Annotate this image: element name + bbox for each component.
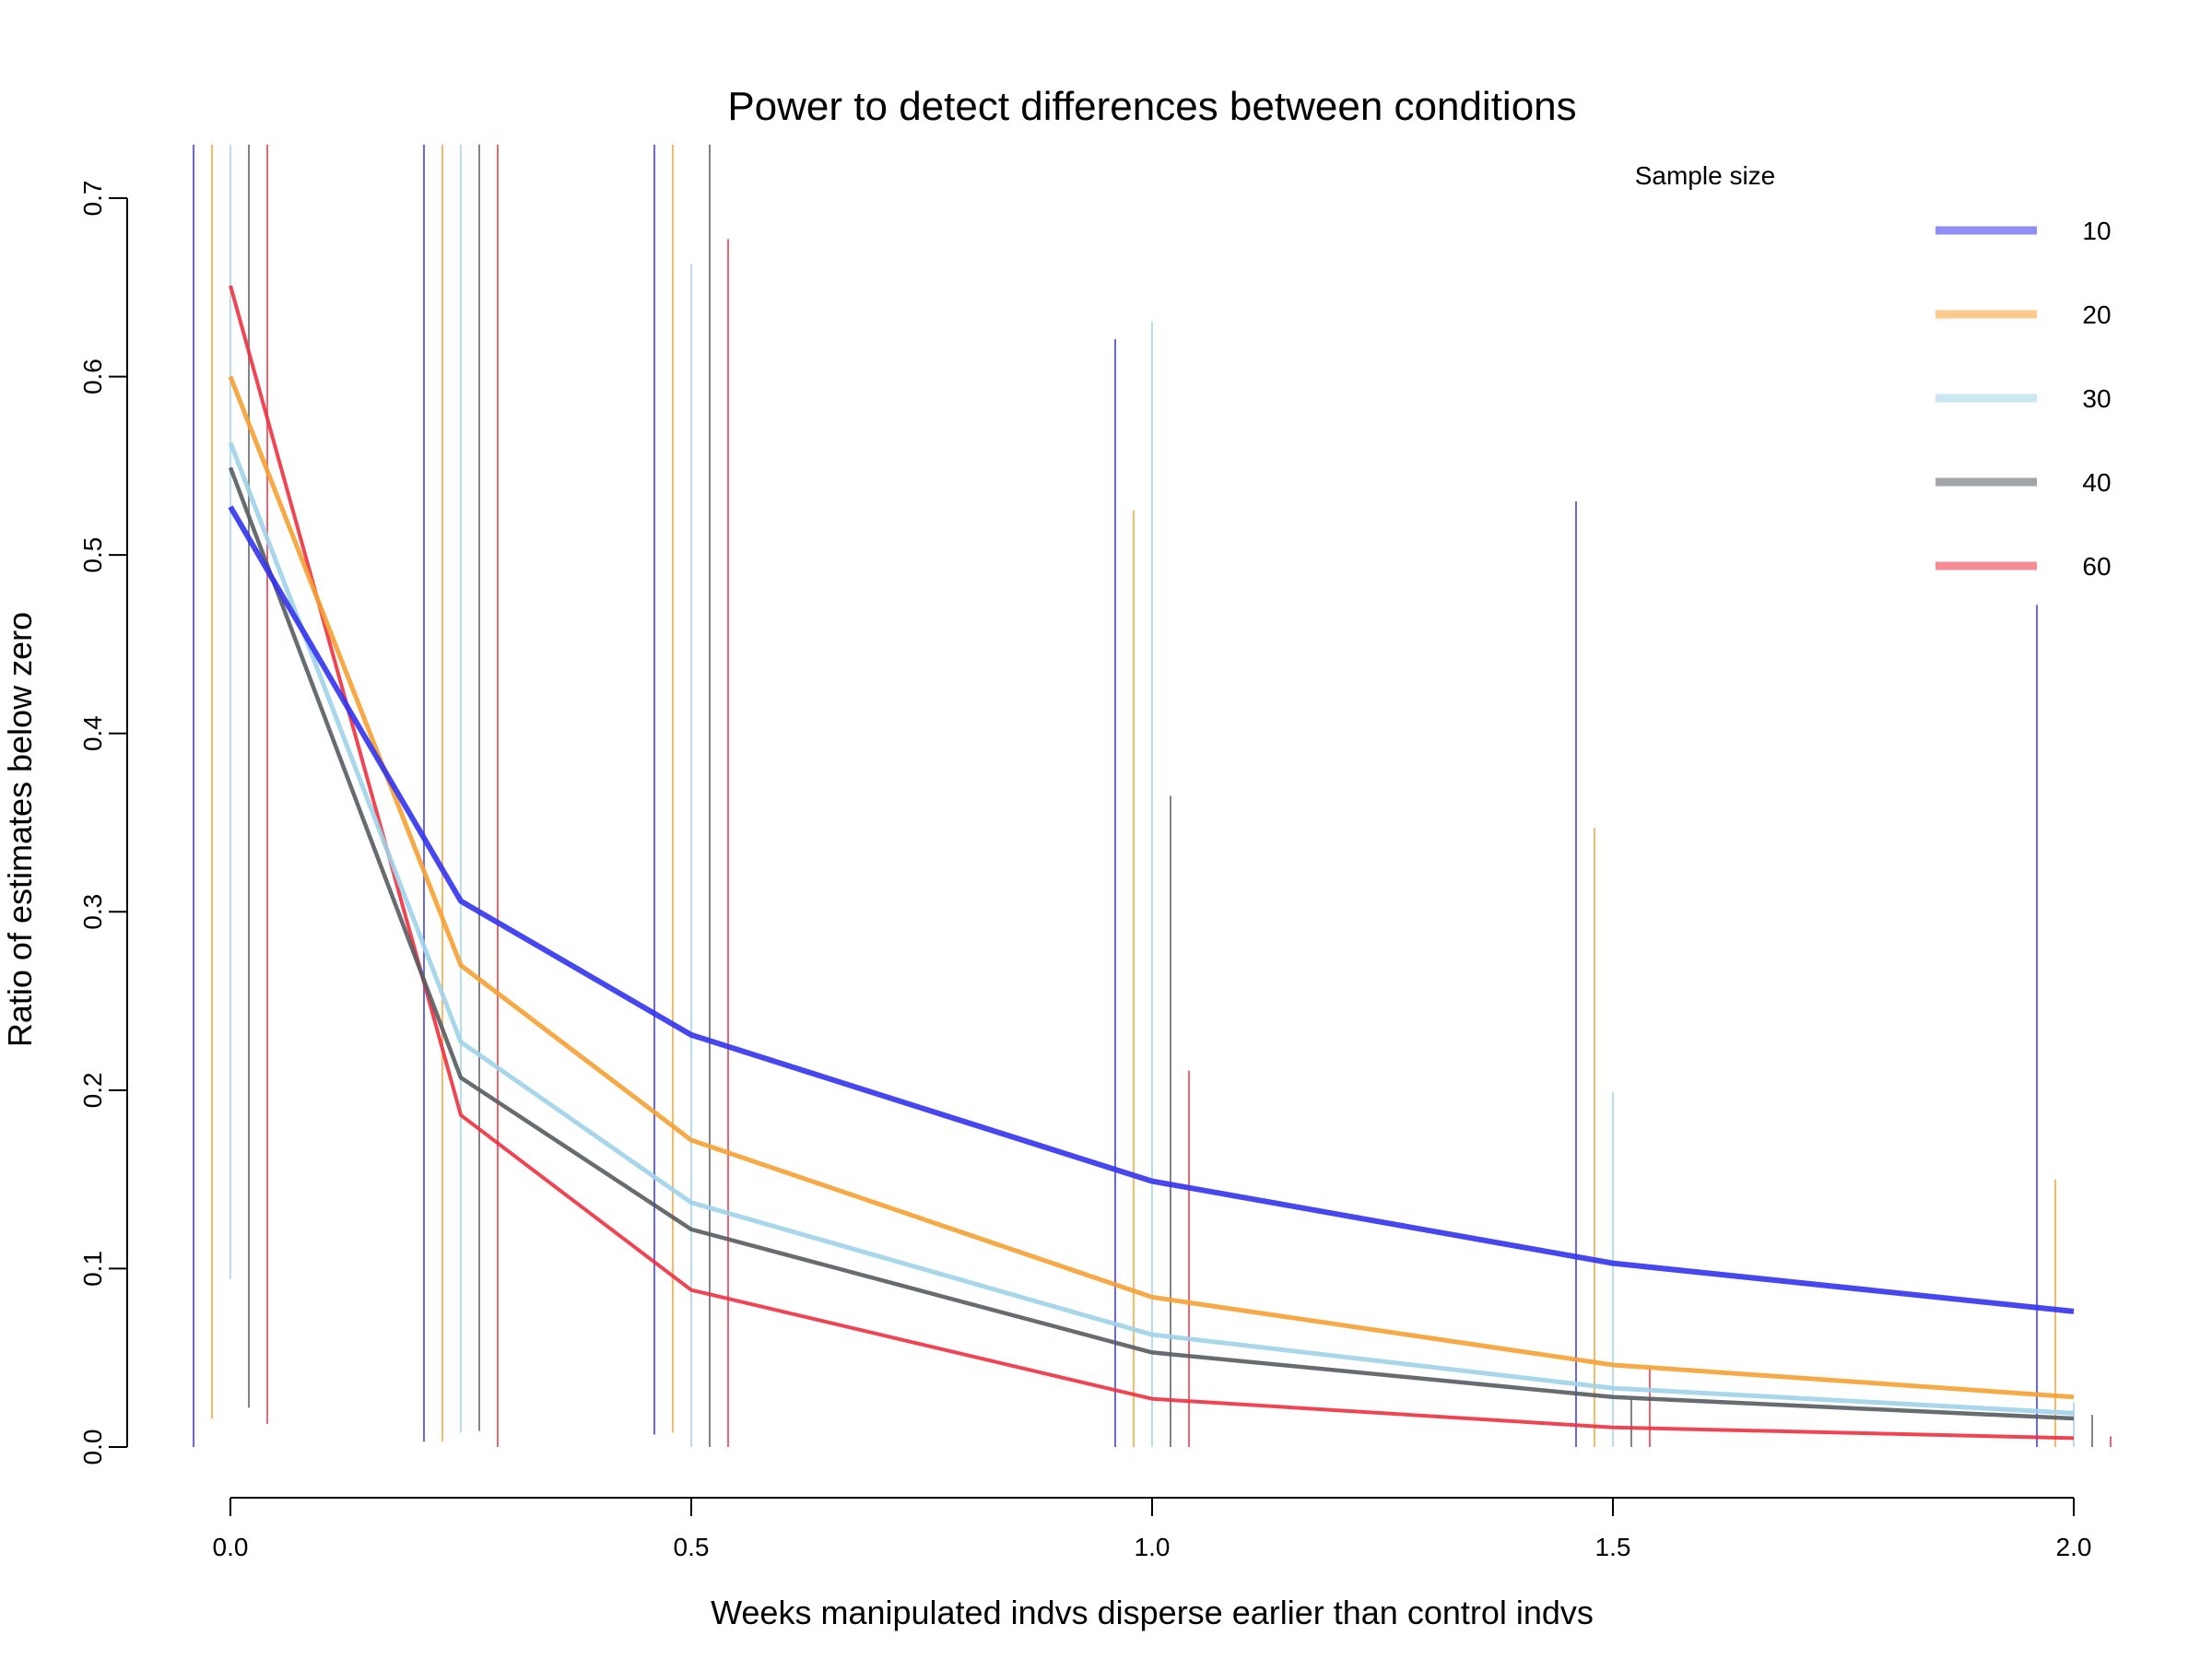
y-tick-label-4: 0.4 — [78, 715, 107, 751]
y-tick-label-6: 0.6 — [78, 359, 107, 394]
x-tick-label-1: 0.5 — [674, 1533, 710, 1561]
y-tick-label-7: 0.7 — [78, 181, 107, 217]
axes: 0.0 0.1 0.2 0.3 0.4 0.5 0.6 0.7 0.0 0.5 1.0 1.5 2.0 — [78, 181, 2091, 1561]
legend-label-10: 10 — [2082, 217, 2111, 245]
y-axis-label: Ratio of estimates below zero — [1, 612, 39, 1047]
error-ranges — [193, 144, 2112, 1447]
legend-title: Sample size — [1635, 161, 1776, 190]
legend-label-60: 60 — [2082, 552, 2111, 581]
x-axis-label: Weeks manipulated indvs disperse earlier… — [711, 1594, 1594, 1631]
x-tick-label-2: 1.0 — [1135, 1533, 1171, 1561]
x-tick-label-3: 1.5 — [1595, 1533, 1631, 1561]
series-line-40 — [228, 466, 2075, 1421]
legend-label-30: 30 — [2082, 384, 2111, 413]
x-tick-label-0: 0.0 — [213, 1533, 249, 1561]
legend: Sample size 10 20 30 40 60 — [1635, 161, 2112, 581]
x-tick-label-4: 2.0 — [2056, 1533, 2092, 1561]
legend-label-40: 40 — [2082, 468, 2111, 497]
y-tick-label-0: 0.0 — [78, 1430, 107, 1465]
legend-label-20: 20 — [2082, 300, 2111, 329]
y-tick-label-5: 0.5 — [78, 537, 107, 573]
series-line-30 — [228, 441, 2075, 1416]
series-line-10 — [228, 505, 2075, 1314]
y-tick-label-1: 0.1 — [78, 1251, 107, 1287]
chart-title: Power to detect differences between cond… — [727, 84, 1576, 129]
series-lines — [228, 285, 2075, 1441]
y-tick-label-3: 0.3 — [78, 894, 107, 930]
series-line-20 — [228, 375, 2075, 1400]
y-tick-label-2: 0.2 — [78, 1072, 107, 1108]
